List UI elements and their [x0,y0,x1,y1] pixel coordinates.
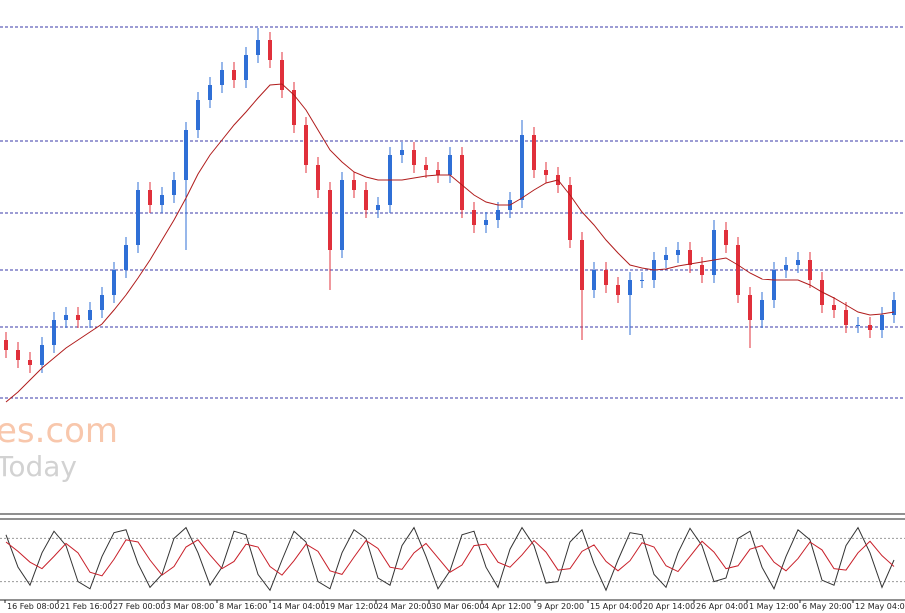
candle-body [796,260,800,265]
candle-body [472,210,476,225]
candle-body [268,40,272,60]
watermark: Today [0,450,77,483]
candle-body [736,245,740,295]
time-label: 20 Apr 14:00 [643,602,695,611]
candle-body [208,85,212,100]
candle-body [400,150,404,155]
candle-body [316,165,320,190]
candle-body [784,265,788,270]
candle-body [892,300,896,315]
time-label: 3 Mar 08:00 [166,602,214,611]
candle-body [808,260,812,280]
watermark: es.com [0,411,118,451]
candle-body [520,135,524,200]
candle-body [544,170,548,175]
candle-body [532,135,536,170]
candle-body [700,265,704,275]
candle-body [160,195,164,205]
candle-body [280,60,284,90]
candle-body [340,180,344,250]
time-label: 4 Apr 12:00 [484,602,531,611]
candle-body [448,155,452,175]
time-label: 26 Apr 04:00 [696,602,748,611]
time-label: 21 Feb 16:00 [60,602,112,611]
candle-body [496,210,500,220]
candle-body [568,185,572,240]
candle-body [136,190,140,245]
candle-body [856,325,860,326]
candle-body [196,100,200,130]
candle-body [592,270,596,290]
candle-body [844,310,848,325]
candle-body [604,270,608,285]
candle-body [64,315,68,320]
candle-body [688,250,692,265]
candle-body [868,325,872,330]
candle-body [76,315,80,320]
candle-body [628,280,632,295]
candle-body [580,240,584,290]
candle-body [880,315,884,330]
candle-body [28,360,32,365]
candle-body [88,310,92,320]
candle-body [376,205,380,210]
candle-body [724,230,728,245]
time-label: 27 Feb 00:00 [113,602,165,611]
candle-body [112,270,116,295]
candle-body [460,155,464,210]
candle-body [292,90,296,125]
candle-body [364,190,368,210]
candle-body [484,220,488,225]
time-label: 1 May 12:00 [749,602,799,611]
oscillator-line [5,539,895,577]
candle-body [4,340,8,350]
candle-body [232,70,236,80]
candle-body [352,180,356,190]
candle-body [244,55,248,80]
candle-body [40,345,44,365]
time-label: 16 Feb 08:00 [7,602,59,611]
time-label: 30 Mar 06:00 [431,602,484,611]
time-label: 19 Mar 12:00 [325,602,378,611]
time-label: 15 Apr 04:00 [590,602,642,611]
candle-body [616,285,620,295]
candle-body [16,350,20,360]
candle-body [436,170,440,175]
time-label: 6 May 20:00 [802,602,852,611]
candle-body [328,190,332,250]
candle-body [712,230,716,275]
time-label: 14 Mar 04:00 [272,602,325,611]
time-label: 9 Apr 20:00 [537,602,584,611]
candle-body [172,180,176,195]
candle-body [664,255,668,260]
time-label: 24 Mar 20:00 [378,602,431,611]
candle-body [424,165,428,170]
candle-body [748,295,752,320]
candle-body [640,280,644,281]
candle-body [256,40,260,55]
candle-body [676,250,680,255]
candle-body [412,150,416,165]
time-label: 8 Mar 16:00 [219,602,267,611]
candle-body [832,305,836,310]
oscillator-line [5,526,895,592]
candle-body [124,245,128,270]
candle-body [52,320,56,345]
candle-body [184,130,188,180]
candle-body [100,295,104,310]
candle-body [220,70,224,85]
candle-body [772,270,776,300]
candle-body [304,125,308,165]
moving-average [5,83,895,403]
candle-body [760,300,764,320]
time-label: 12 May 04:00 [855,602,905,611]
candle-body [148,190,152,205]
